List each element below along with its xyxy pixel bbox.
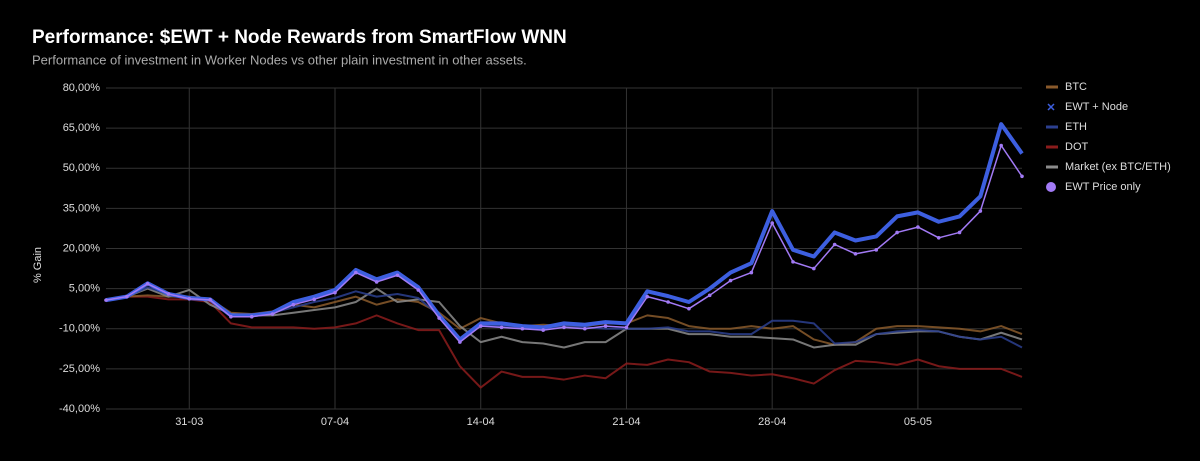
series-point <box>853 252 858 256</box>
series-line <box>105 122 1024 342</box>
x-tick-label: 28-04 <box>758 416 786 428</box>
legend-label: DOT <box>1065 141 1089 153</box>
series-point <box>957 230 962 235</box>
series-point <box>270 312 275 316</box>
series-point <box>728 278 733 283</box>
series-point <box>478 324 483 328</box>
series-point <box>562 325 566 330</box>
series-point <box>499 325 504 330</box>
y-tick-label: 20,00% <box>63 242 101 254</box>
y-tick-label: 50,00% <box>63 162 101 174</box>
chart-subtitle: Performance of investment in Worker Node… <box>32 52 527 67</box>
series-point <box>645 294 650 299</box>
y-tick-label: 35,00% <box>63 202 101 214</box>
legend-label: Market (ex BTC/ETH) <box>1065 161 1171 173</box>
series-point <box>541 328 545 332</box>
series-point <box>978 209 983 213</box>
series-line <box>105 295 1023 389</box>
chart-title: Performance: $EWT + Node Rewards from Sm… <box>32 27 567 48</box>
series-point <box>624 325 629 330</box>
x-tick-label: 21-04 <box>612 416 640 428</box>
series-point <box>770 221 774 225</box>
y-tick-label: 5,00% <box>69 283 100 295</box>
series-point <box>125 294 129 299</box>
series-point <box>187 296 192 301</box>
series-point <box>229 314 233 319</box>
series-point <box>291 302 296 307</box>
series-point <box>249 314 254 319</box>
x-tick-label: 14-04 <box>467 416 495 428</box>
y-tick-label: 65,00% <box>63 122 101 134</box>
y-tick-label: -25,00% <box>59 363 100 375</box>
x-tick-label: 31-03 <box>175 416 203 428</box>
y-axis-label: % Gain <box>32 247 44 283</box>
series-point <box>354 270 358 275</box>
legend-label: EWT Price only <box>1065 181 1141 193</box>
legend-label: BTC <box>1065 81 1087 93</box>
series-point <box>603 324 608 328</box>
series-point <box>1020 174 1024 179</box>
series-point <box>374 280 379 284</box>
series-point <box>707 293 712 298</box>
legend-marker <box>1046 182 1056 192</box>
series-point <box>333 290 337 295</box>
series-point <box>520 326 525 331</box>
x-tick-label: 07-04 <box>321 416 349 428</box>
y-tick-label: -40,00% <box>59 403 100 415</box>
series-point <box>999 143 1003 148</box>
series-point <box>791 260 795 264</box>
series-point <box>166 292 171 296</box>
series-point <box>812 266 816 271</box>
series-point <box>936 236 941 240</box>
legend-label: ETH <box>1065 121 1087 133</box>
series-point <box>687 306 691 311</box>
series-point <box>437 316 441 320</box>
series-point <box>208 298 212 302</box>
series-point <box>458 340 462 344</box>
series-point <box>312 297 316 302</box>
series-point <box>895 230 899 235</box>
series-point <box>874 248 879 252</box>
series-point <box>749 270 754 275</box>
legend-label: EWT + Node <box>1065 101 1128 113</box>
series-point <box>583 326 587 331</box>
series-point <box>916 225 920 229</box>
y-tick-label: -10,00% <box>59 323 100 335</box>
legend-marker <box>1047 103 1055 111</box>
series-point <box>416 288 421 292</box>
x-tick-label: 05-05 <box>904 416 932 428</box>
series-point <box>145 282 150 286</box>
y-tick-label: 80,00% <box>63 82 101 94</box>
series-point <box>832 242 837 247</box>
series-point <box>666 300 670 304</box>
series-point <box>104 298 108 302</box>
series-point <box>395 273 400 278</box>
